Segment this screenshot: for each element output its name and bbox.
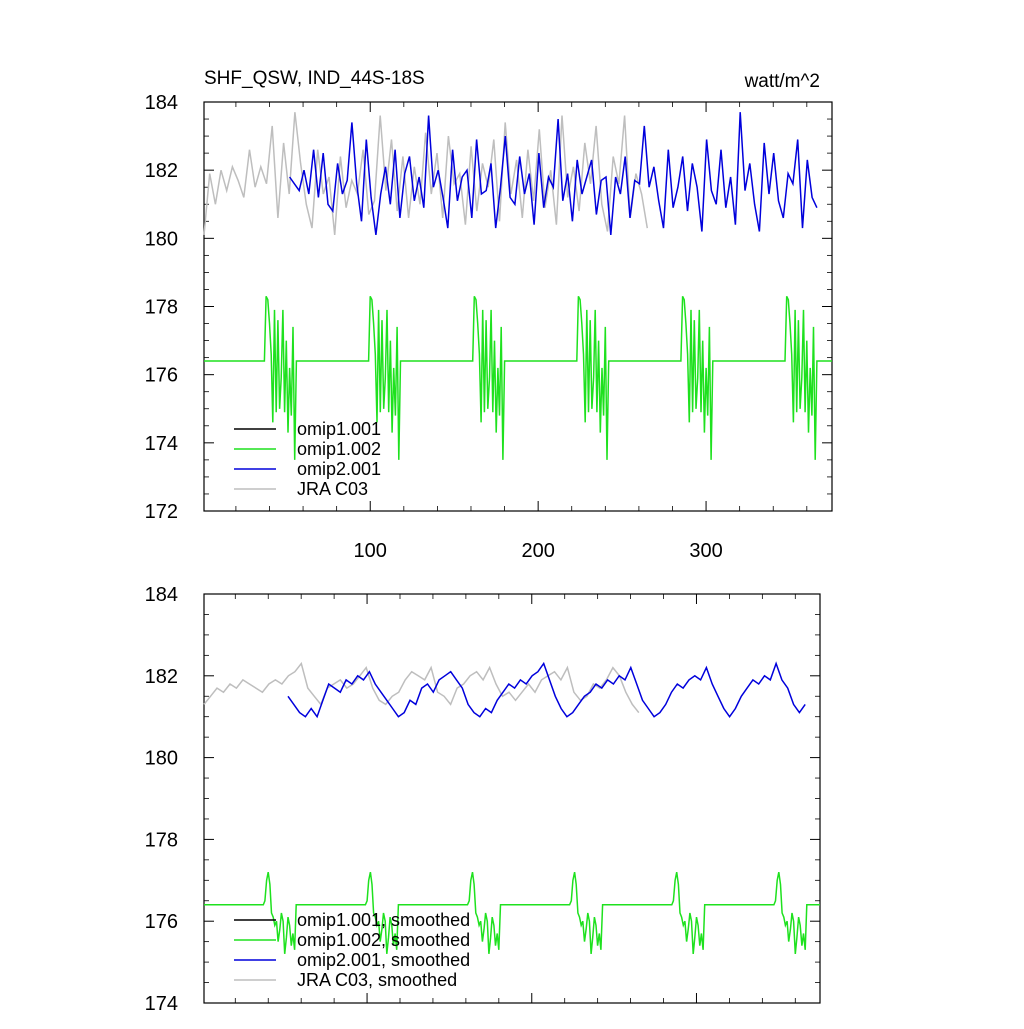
- series-line-omip1-002: [204, 295, 832, 460]
- legend-label: omip2.001: [297, 459, 381, 479]
- series-line-omip2-001-smoothed: [287, 661, 806, 719]
- legend-label: omip1.001: [297, 419, 381, 439]
- chart-units: watt/m^2: [744, 71, 820, 92]
- legend-label: JRA C03, smoothed: [297, 970, 457, 990]
- legend-label: omip1.001, smoothed: [297, 910, 470, 930]
- y-tick-label: 182: [145, 666, 178, 688]
- legend-label: omip1.002, smoothed: [297, 930, 470, 950]
- x-tick-label: 200: [521, 540, 554, 562]
- y-tick-label: 180: [145, 748, 178, 770]
- y-tick-label: 178: [145, 829, 178, 851]
- x-tick-label: 100: [354, 540, 387, 562]
- y-tick-label: 176: [145, 365, 178, 387]
- legend-label: omip2.001, smoothed: [297, 950, 470, 970]
- x-tick-label: 300: [689, 540, 722, 562]
- y-tick-label: 172: [145, 501, 178, 523]
- legend-label: JRA C03: [297, 479, 368, 499]
- y-tick-label: 176: [145, 911, 178, 933]
- y-tick-label: 184: [145, 584, 178, 606]
- y-tick-label: 180: [145, 228, 178, 250]
- series-line-omip1-002-smoothed: [204, 871, 820, 954]
- y-tick-label: 174: [145, 993, 178, 1015]
- legend-label: omip1.002: [297, 439, 381, 459]
- y-tick-label: 178: [145, 297, 178, 319]
- series-line-omip2-001: [288, 112, 818, 235]
- y-tick-label: 182: [145, 160, 178, 182]
- chart-title: SHF_QSW, IND_44S-18S: [204, 68, 425, 89]
- series-line-jra-c03: [203, 112, 649, 235]
- y-tick-label: 184: [145, 92, 178, 114]
- y-tick-label: 174: [145, 433, 178, 455]
- series-line-jra-c03-smoothed: [203, 661, 640, 714]
